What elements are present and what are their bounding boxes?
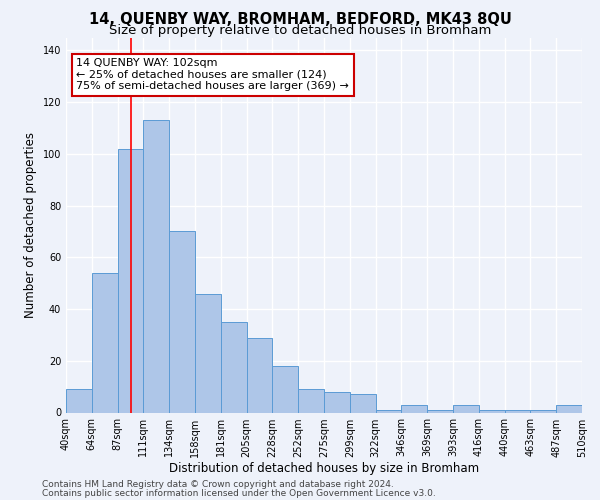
Text: 14 QUENBY WAY: 102sqm
← 25% of detached houses are smaller (124)
75% of semi-det: 14 QUENBY WAY: 102sqm ← 25% of detached … [76,58,349,92]
Text: Contains HM Land Registry data © Crown copyright and database right 2024.: Contains HM Land Registry data © Crown c… [42,480,394,489]
Bar [453,404,479,412]
Bar [350,394,376,412]
Bar [556,404,582,412]
Bar [324,392,350,412]
Bar [221,322,247,412]
Bar [272,366,298,412]
Y-axis label: Number of detached properties: Number of detached properties [24,132,37,318]
Bar [118,148,143,412]
Bar [169,232,195,412]
Text: Contains public sector information licensed under the Open Government Licence v3: Contains public sector information licen… [42,488,436,498]
Bar [505,410,530,412]
Bar [530,410,556,412]
Text: Size of property relative to detached houses in Bromham: Size of property relative to detached ho… [109,24,491,37]
Bar [427,410,453,412]
Bar [195,294,221,412]
X-axis label: Distribution of detached houses by size in Bromham: Distribution of detached houses by size … [169,462,479,475]
Bar [298,389,324,412]
Bar [66,389,92,412]
Text: 14, QUENBY WAY, BROMHAM, BEDFORD, MK43 8QU: 14, QUENBY WAY, BROMHAM, BEDFORD, MK43 8… [89,12,511,28]
Bar [376,410,401,412]
Bar [143,120,169,412]
Bar [401,404,427,412]
Bar [247,338,272,412]
Bar [479,410,505,412]
Bar [92,273,118,412]
